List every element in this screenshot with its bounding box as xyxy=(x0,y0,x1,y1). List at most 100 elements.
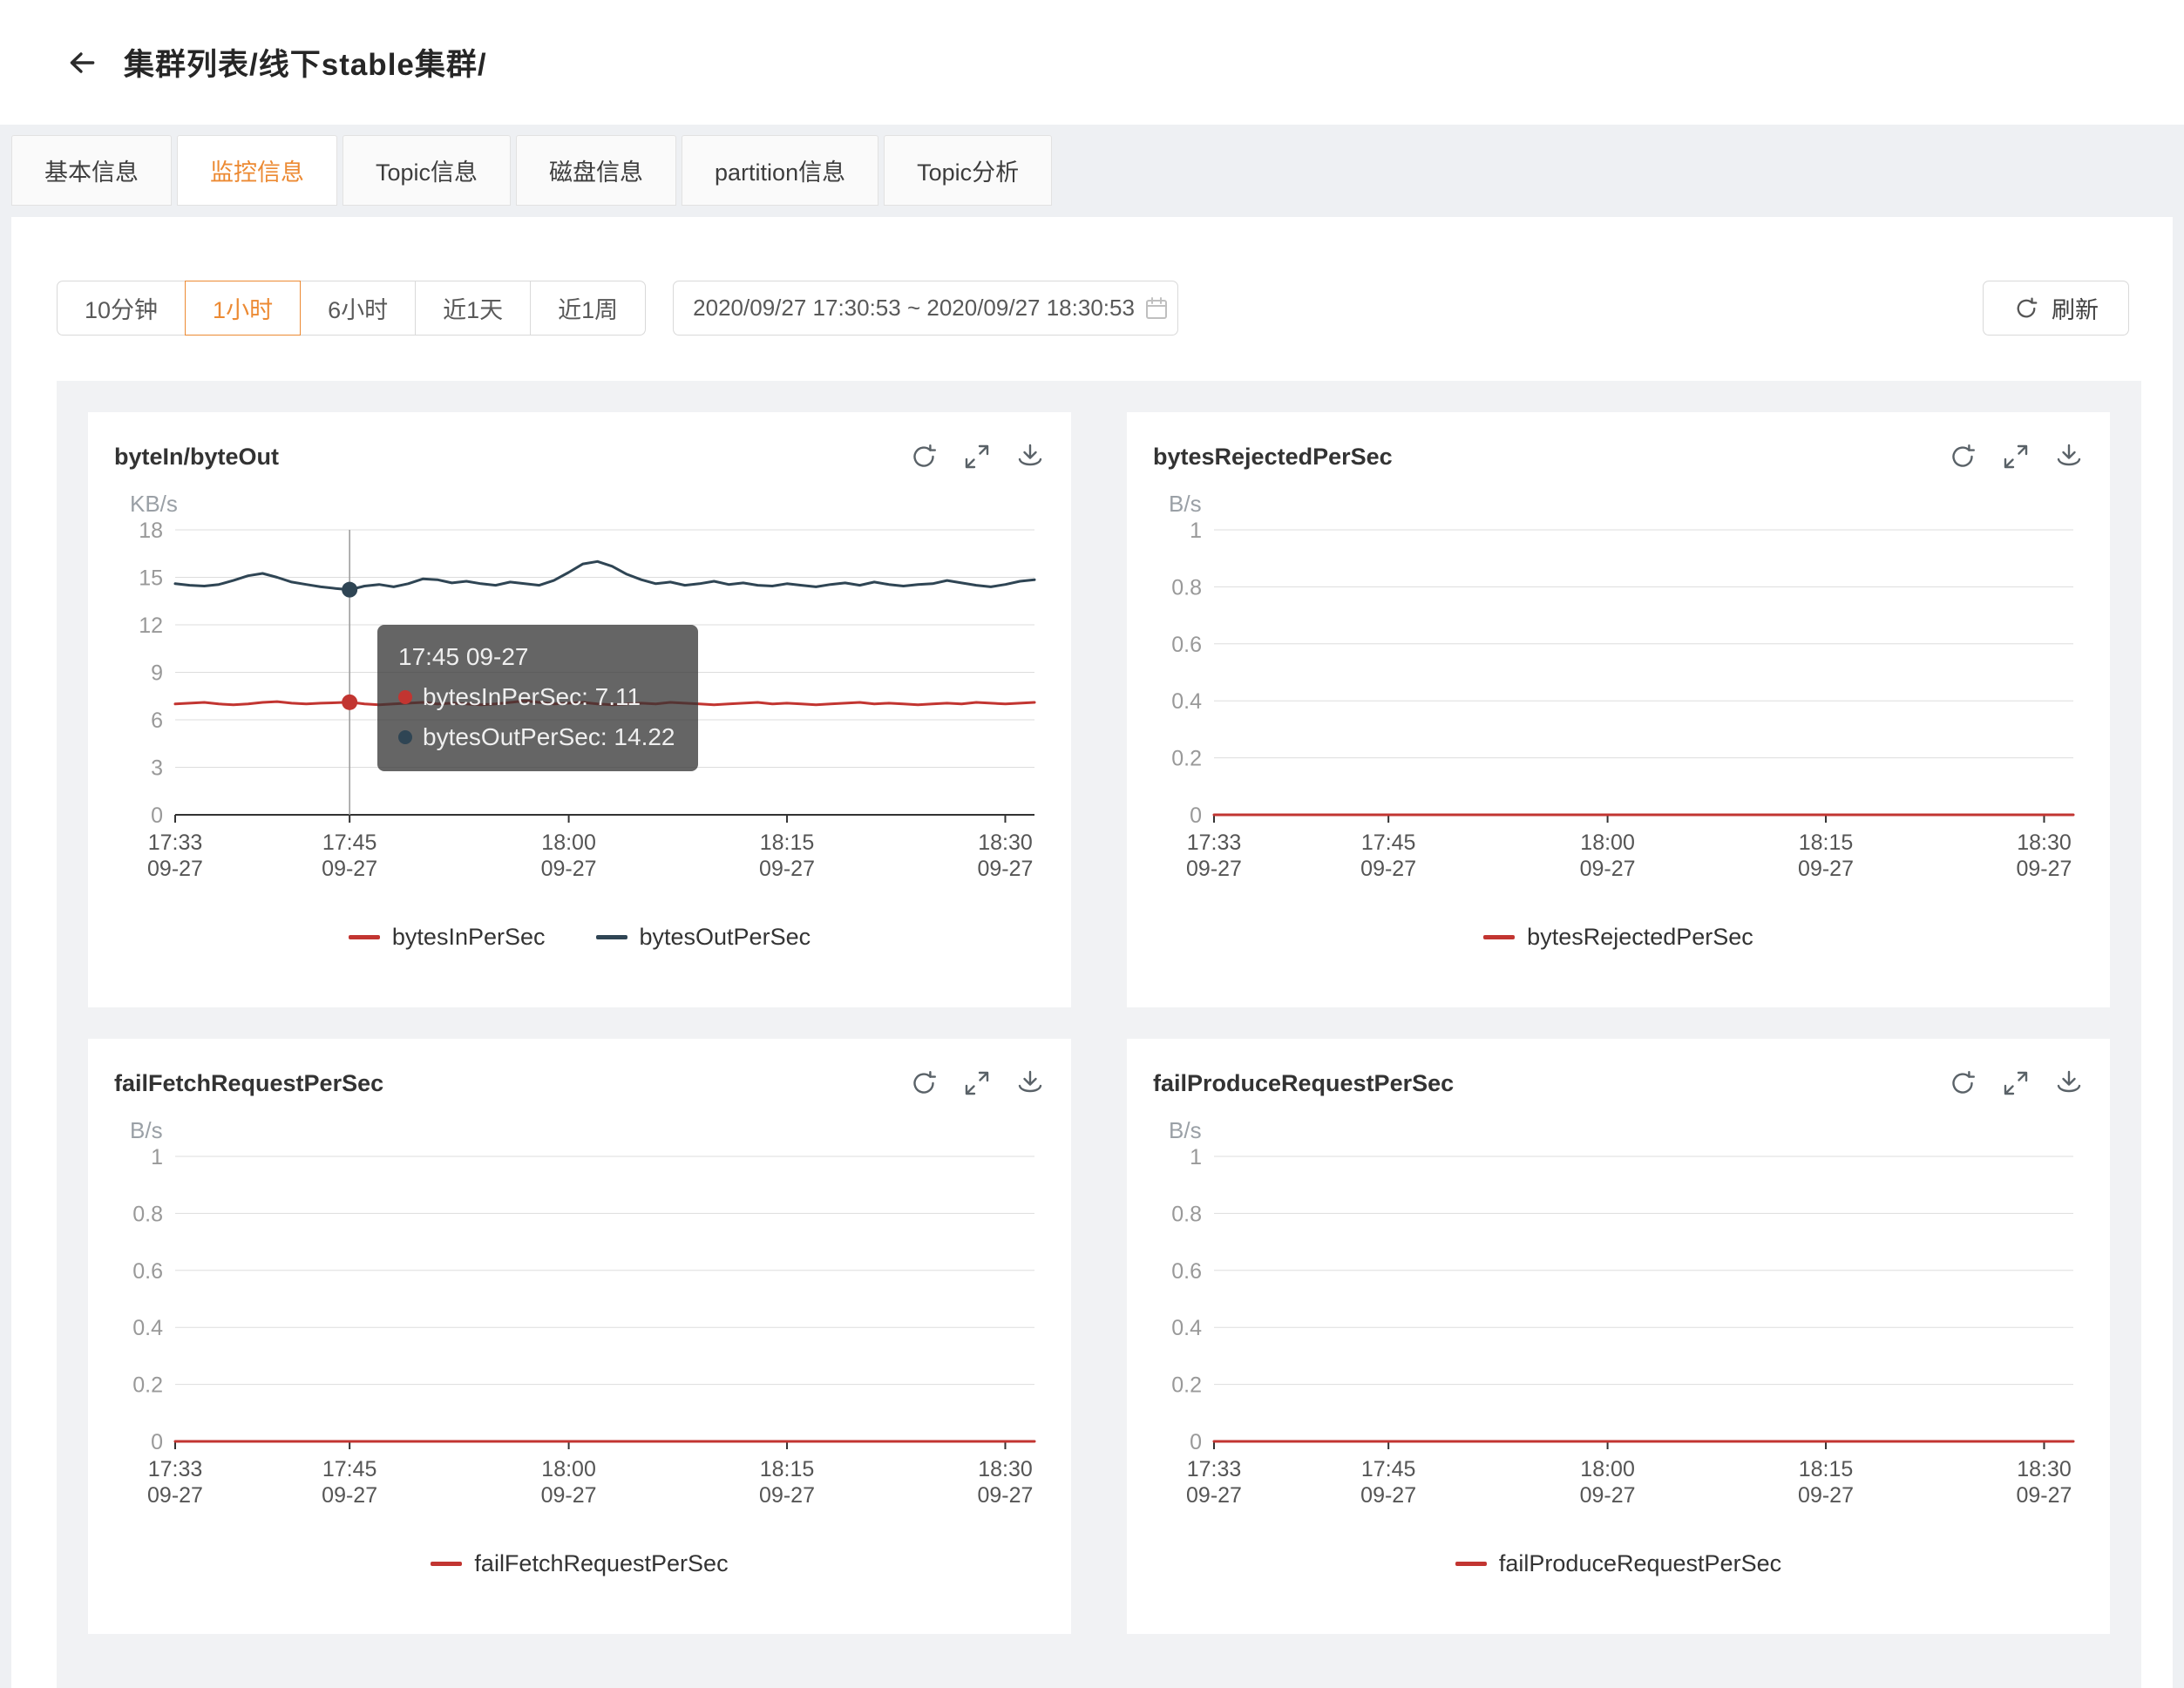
svg-text:18:00: 18:00 xyxy=(541,1457,596,1481)
legend-label: bytesInPerSec xyxy=(391,924,546,950)
legend-marker xyxy=(595,935,627,939)
chart-legend: bytesRejectedPerSec xyxy=(1153,924,2084,951)
svg-text:09-27: 09-27 xyxy=(1186,857,1242,881)
svg-text:18:15: 18:15 xyxy=(760,830,815,855)
tab-item[interactable]: 磁盘信息 xyxy=(516,135,677,206)
chart-legend: failFetchRequestPerSec xyxy=(114,1550,1045,1577)
svg-text:0.4: 0.4 xyxy=(132,1316,163,1340)
refresh-button[interactable]: 刷新 xyxy=(1983,281,2129,336)
legend-item[interactable]: bytesOutPerSec xyxy=(595,924,811,951)
chart-title: bytesRejectedPerSec xyxy=(1153,443,1393,470)
svg-text:09-27: 09-27 xyxy=(2016,1483,2072,1508)
date-range-picker[interactable]: 2020/09/27 17:30:53 ~ 2020/09/27 18:30:5… xyxy=(673,281,1179,336)
svg-text:09-27: 09-27 xyxy=(2016,857,2072,881)
chart-plot[interactable]: 00.20.40.60.8117:3309-2717:4509-2718:000… xyxy=(1153,1148,2084,1514)
time-range-option[interactable]: 近1天 xyxy=(415,281,532,336)
chart-reload-icon[interactable] xyxy=(909,1068,939,1098)
tab-item[interactable]: partition信息 xyxy=(682,135,879,206)
svg-text:09-27: 09-27 xyxy=(1580,857,1636,881)
legend-item[interactable]: failFetchRequestPerSec xyxy=(431,1550,729,1577)
svg-text:1: 1 xyxy=(151,1148,163,1169)
back-button[interactable] xyxy=(63,44,101,82)
chart-download-icon[interactable] xyxy=(1015,442,1045,471)
svg-text:0.2: 0.2 xyxy=(1171,1373,1202,1398)
svg-text:15: 15 xyxy=(139,566,163,591)
legend-marker xyxy=(431,1562,463,1566)
tab-item[interactable]: Topic分析 xyxy=(884,135,1053,206)
tab-item[interactable]: 基本信息 xyxy=(11,135,172,206)
svg-text:0.6: 0.6 xyxy=(1171,633,1202,657)
svg-text:0.8: 0.8 xyxy=(1171,575,1202,600)
svg-text:18:30: 18:30 xyxy=(2017,830,2072,855)
chart-reload-icon[interactable] xyxy=(909,442,939,471)
time-range-option[interactable]: 近1周 xyxy=(530,281,647,336)
svg-text:18:15: 18:15 xyxy=(1799,1457,1854,1481)
time-range-option[interactable]: 10分钟 xyxy=(57,281,187,336)
legend-item[interactable]: bytesInPerSec xyxy=(348,924,546,951)
date-range-value: 2020/09/27 17:30:53 ~ 2020/09/27 18:30:5… xyxy=(693,295,1135,321)
chart-download-icon[interactable] xyxy=(2054,442,2084,471)
svg-text:3: 3 xyxy=(151,756,163,781)
axis-unit-label: KB/s xyxy=(130,491,178,517)
chart-download-icon[interactable] xyxy=(1015,1068,1045,1098)
svg-text:09-27: 09-27 xyxy=(1186,1483,1242,1508)
chart-plot[interactable]: 00.20.40.60.8117:3309-2717:4509-2718:000… xyxy=(1153,521,2084,887)
svg-text:09-27: 09-27 xyxy=(322,857,377,881)
chart-fullscreen-icon[interactable] xyxy=(2001,1068,2031,1098)
refresh-label: 刷新 xyxy=(2052,297,2099,323)
svg-text:0.4: 0.4 xyxy=(1171,1316,1202,1340)
time-range-option[interactable]: 1小时 xyxy=(185,281,302,336)
svg-text:18:30: 18:30 xyxy=(978,1457,1033,1481)
chart-download-icon[interactable] xyxy=(2054,1068,2084,1098)
svg-text:0.4: 0.4 xyxy=(1171,689,1202,714)
chart-fullscreen-icon[interactable] xyxy=(962,1068,992,1098)
chart-title: failFetchRequestPerSec xyxy=(114,1069,384,1096)
tab-item[interactable]: 监控信息 xyxy=(177,135,337,206)
svg-text:18:30: 18:30 xyxy=(978,830,1033,855)
svg-text:0: 0 xyxy=(151,803,163,828)
legend-label: bytesOutPerSec xyxy=(639,924,811,950)
svg-text:09-27: 09-27 xyxy=(1798,857,1854,881)
svg-text:17:45: 17:45 xyxy=(1361,830,1416,855)
charts-grid: byteIn/byteOut KB/s 0 3 6 9 12 15 18 17:33 09-27… xyxy=(57,381,2141,1688)
svg-text:1: 1 xyxy=(1190,1148,1202,1169)
svg-text:1: 1 xyxy=(1190,521,1202,543)
chart-plot[interactable]: 036912151817:3309-2717:4509-2718:0009-27… xyxy=(114,521,1045,887)
svg-text:09-27: 09-27 xyxy=(1360,857,1416,881)
svg-text:09-27: 09-27 xyxy=(759,1483,815,1508)
svg-text:18:15: 18:15 xyxy=(1799,830,1854,855)
chart-card-bytesrejected: bytesRejectedPerSec B/s 0 0.2 0.4 0.6 0.8 1 17… xyxy=(1127,412,2110,1007)
axis-unit-label: B/s xyxy=(1169,1117,1202,1143)
legend-item[interactable]: failProduceRequestPerSec xyxy=(1455,1550,1781,1577)
svg-text:18:30: 18:30 xyxy=(2017,1457,2072,1481)
svg-text:0: 0 xyxy=(1190,803,1202,828)
svg-text:17:33: 17:33 xyxy=(1187,1457,1242,1481)
tab-item[interactable]: Topic信息 xyxy=(343,135,512,206)
chart-fullscreen-icon[interactable] xyxy=(2001,442,2031,471)
chart-card-failproduce: failProduceRequestPerSec B/s 0 0.2 0.4 0.6 0… xyxy=(1127,1039,2110,1634)
svg-text:0.2: 0.2 xyxy=(1171,747,1202,771)
svg-text:17:45: 17:45 xyxy=(322,1457,377,1481)
chart-title: failProduceRequestPerSec xyxy=(1153,1069,1455,1096)
svg-text:09-27: 09-27 xyxy=(147,1483,203,1508)
tab-bar: 基本信息 监控信息 Topic信息 磁盘信息 partition信息 Topic分析 xyxy=(0,135,2184,206)
chart-plot[interactable]: 00.20.40.60.8117:3309-2717:4509-2718:000… xyxy=(114,1148,1045,1514)
svg-text:09-27: 09-27 xyxy=(977,1483,1033,1508)
svg-text:09-27: 09-27 xyxy=(147,857,203,881)
svg-text:12: 12 xyxy=(139,614,163,638)
svg-text:17:33: 17:33 xyxy=(148,1457,203,1481)
svg-text:09-27: 09-27 xyxy=(1360,1483,1416,1508)
legend-marker xyxy=(1455,1562,1487,1566)
chart-reload-icon[interactable] xyxy=(1948,442,1977,471)
legend-label: failProduceRequestPerSec xyxy=(1498,1550,1782,1576)
chart-fullscreen-icon[interactable] xyxy=(962,442,992,471)
time-range-option[interactable]: 6小时 xyxy=(300,281,417,336)
axis-unit-label: B/s xyxy=(130,1117,163,1143)
calendar-icon xyxy=(1145,296,1167,319)
svg-text:09-27: 09-27 xyxy=(541,857,597,881)
svg-text:18:00: 18:00 xyxy=(1580,1457,1635,1481)
legend-item[interactable]: bytesRejectedPerSec xyxy=(1483,924,1753,951)
svg-text:0.6: 0.6 xyxy=(1171,1259,1202,1284)
svg-text:6: 6 xyxy=(151,708,163,733)
chart-reload-icon[interactable] xyxy=(1948,1068,1977,1098)
